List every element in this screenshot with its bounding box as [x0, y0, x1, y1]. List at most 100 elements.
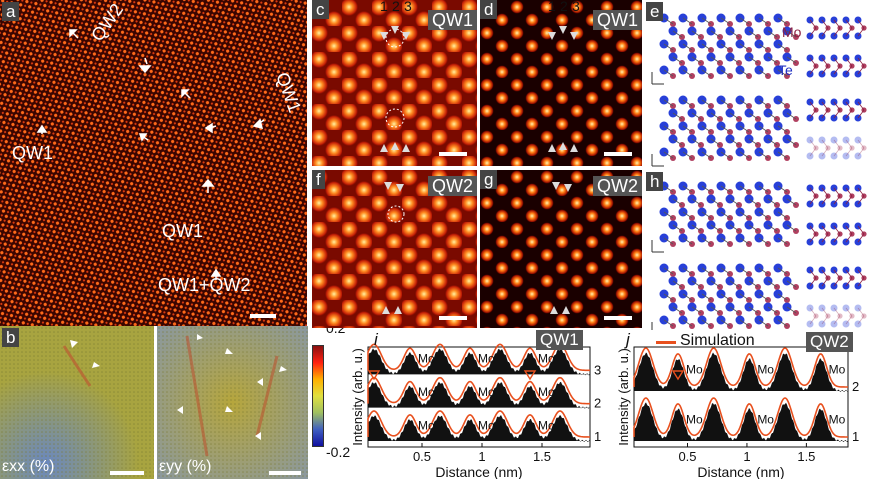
panel-a-scalebar — [250, 314, 276, 318]
y-axis-label: Intensity (arb. u.) — [350, 348, 365, 446]
simulation-trace — [367, 410, 591, 438]
atomic-models — [651, 13, 867, 330]
mo-peak-label: Mo — [478, 352, 495, 366]
simulation-trace — [367, 343, 591, 372]
x-axis-label: Distance (nm) — [435, 464, 522, 479]
panel-a-lattice — [0, 0, 307, 326]
panel-a-stem-image: a QW2 QW1 QW1 QW1 QW1+QW2 — [0, 0, 307, 326]
y-axis-label: Intensity (arb. u.) — [616, 348, 631, 446]
mo-peak-label: Mo — [478, 418, 495, 432]
panel-j-label: j — [626, 330, 630, 349]
panel-a-arrows — [36, 29, 276, 318]
mo-peak-label: Mo — [478, 385, 495, 399]
profile-trace — [368, 381, 590, 409]
mo-peak-label: Mo — [418, 385, 435, 399]
mo-peak-label: Mo — [538, 418, 555, 432]
annotation-qw1-qw2: QW1+QW2 — [158, 275, 251, 295]
profile-trace — [368, 348, 590, 376]
panel-c-image: c QW1 — [312, 0, 477, 166]
legend-simulation-line — [656, 341, 676, 344]
x-axis-label: Distance (nm) — [697, 464, 784, 479]
side-view — [806, 98, 867, 160]
panel-d-label: d — [480, 0, 498, 19]
side-view — [806, 184, 867, 246]
panel-i-tag: QW1 — [536, 330, 583, 350]
panel-b-strain-yy: εyy (%) — [157, 326, 308, 479]
trace-label: 2 — [594, 396, 601, 411]
annotation-qw1-left: QW1 — [12, 143, 54, 163]
profile-trace — [634, 402, 848, 443]
model-block — [651, 13, 799, 85]
panel-d-image: d QW1 — [480, 0, 642, 166]
mo-peak-label: Mo — [418, 352, 435, 366]
panel-g-image: g QW2 — [480, 170, 642, 328]
panel-h-label: h — [646, 172, 664, 191]
mo-peak-label: Mo — [538, 385, 555, 399]
x-tick-label: 0.5 — [413, 449, 431, 464]
peak-marker — [523, 370, 537, 381]
panel-f-tag: QW2 — [427, 176, 477, 196]
profile-trace — [368, 414, 590, 443]
panel-g-tag: QW2 — [592, 176, 642, 196]
x-tick-label: 1.5 — [533, 449, 551, 464]
col-d-3: 3 — [572, 0, 580, 14]
col-d-2: 2 — [560, 0, 568, 14]
model-block — [651, 181, 799, 253]
simulation-trace — [367, 376, 591, 405]
simulation-trace — [633, 347, 849, 388]
side-view — [806, 266, 867, 328]
model-block — [651, 263, 799, 330]
panel-b-right-scalebar — [269, 471, 301, 475]
panel-b-left-scalebar — [110, 471, 144, 475]
col-d-1: 1 — [548, 0, 556, 14]
colorbar-min: -0.2 — [326, 444, 351, 460]
panel-f-label: f — [312, 170, 325, 189]
trace-label: 1 — [852, 429, 859, 444]
mo-peak-label: Mo — [686, 363, 703, 377]
trace-label: 2 — [852, 379, 859, 394]
legend-simulation: Simulation — [680, 332, 755, 349]
trace-label: 3 — [594, 362, 601, 377]
side-view — [806, 16, 867, 78]
mo-legend: Mo — [782, 24, 802, 40]
col-c-2: 2 — [392, 0, 400, 14]
x-tick-label: 1 — [478, 449, 485, 464]
panel-i-plot: 3 Mo Mo Mo 2 Mo Mo Mo 1 Mo Mo Mo 0.5 1 1.5 Distance (nm… — [350, 343, 601, 479]
panel-a-label: a — [2, 2, 20, 21]
panel-d-tag: QW1 — [592, 10, 642, 30]
panel-b-label: b — [2, 328, 20, 347]
te-legend: Te — [778, 62, 793, 78]
annotation-qw1-center: QW1 — [162, 221, 204, 241]
panel-b-strain-xx: b εxx (%) — [0, 326, 154, 479]
strain-colorbar — [312, 345, 324, 447]
col-c-1: 1 — [380, 0, 388, 14]
mo-peak-label: Mo — [757, 413, 774, 427]
panel-c-tag: QW1 — [427, 10, 477, 30]
peak-marker — [671, 370, 685, 381]
panel-c-label: c — [312, 0, 329, 19]
x-tick-label: 1 — [743, 449, 750, 464]
col-c-3: 3 — [404, 0, 412, 14]
plot-frame — [633, 346, 849, 448]
panel-f-image: f QW2 — [312, 170, 477, 328]
mo-peak-label: Mo — [686, 413, 703, 427]
mo-peak-label: Mo — [757, 363, 774, 377]
eyy-label: εyy (%) — [159, 458, 212, 475]
mo-peak-label: Mo — [829, 413, 846, 427]
panel-j-tag: QW2 — [806, 332, 853, 352]
mo-peak-label: Mo — [538, 352, 555, 366]
mo-peak-label: Mo — [418, 418, 435, 432]
panel-e-label: e — [646, 2, 664, 21]
trace-label: 1 — [594, 429, 601, 444]
peak-marker — [367, 370, 381, 381]
panel-g-label: g — [480, 170, 498, 189]
exx-label: εxx (%) — [2, 458, 55, 475]
model-block — [651, 95, 799, 167]
x-tick-label: 0.5 — [678, 449, 696, 464]
panel-j-plot: 2 Mo Mo Mo 1 Mo Mo Mo 0.5 1 1.5 Distance (nm) Intens… — [616, 346, 859, 479]
x-tick-label: 1.5 — [797, 449, 815, 464]
mo-peak-label: Mo — [829, 363, 846, 377]
simulation-trace — [633, 397, 849, 438]
panel-i-label: i — [374, 330, 378, 349]
profile-trace — [634, 352, 848, 393]
